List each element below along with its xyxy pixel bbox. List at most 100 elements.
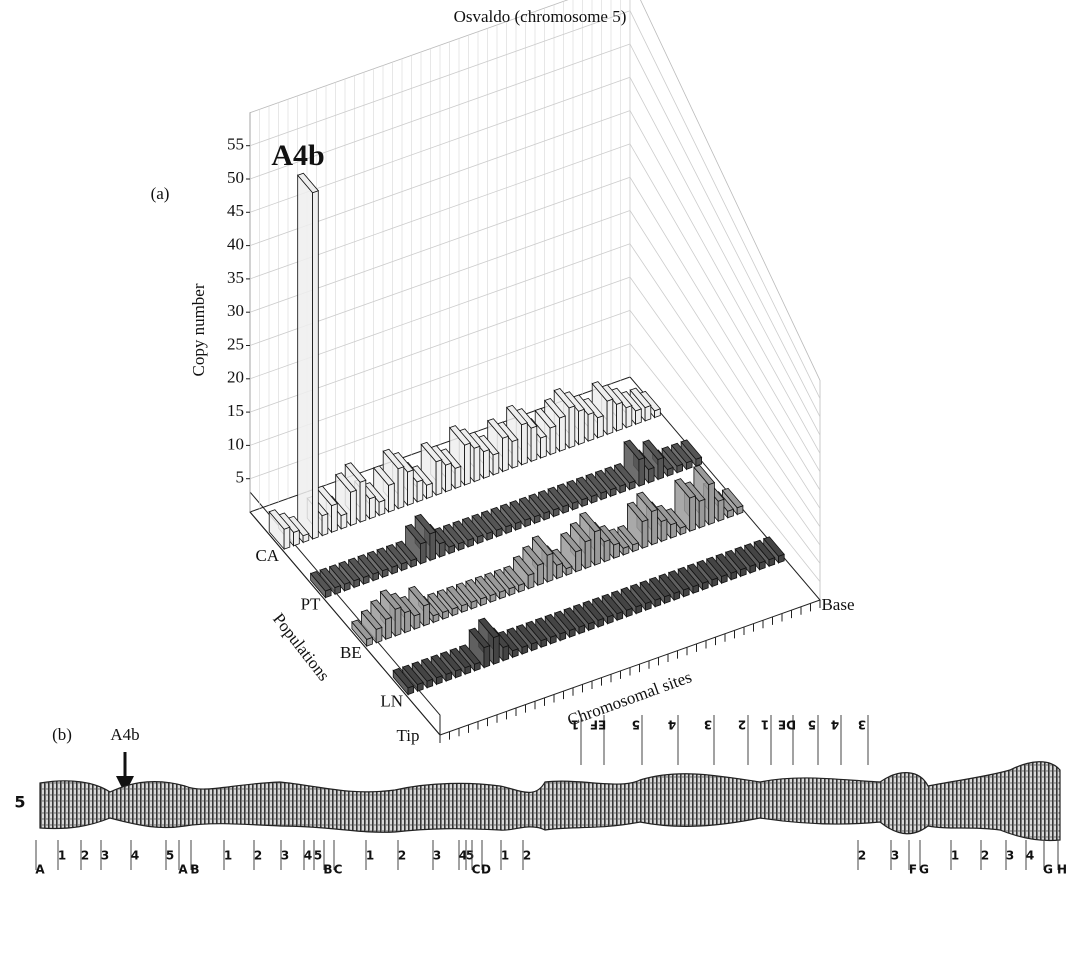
band-label: 1 <box>501 849 509 863</box>
bar-front <box>341 514 347 529</box>
bar-front <box>503 646 509 661</box>
bar-front <box>436 460 442 495</box>
bar-front <box>376 627 382 642</box>
bar-front <box>661 520 667 542</box>
bar-front <box>598 416 604 438</box>
figure: 510152025303540455055 CAPTBELN Osvaldo (… <box>0 0 1075 976</box>
bar-front <box>408 470 414 505</box>
y-tick-label: 55 <box>227 135 244 154</box>
band-label: 1 <box>761 718 769 732</box>
y-tick-label: 45 <box>227 201 244 220</box>
band-label: EF <box>590 718 606 732</box>
y-tick-label: 15 <box>227 401 244 420</box>
band-label: 5 <box>808 718 816 732</box>
legend-label: LN <box>380 692 403 711</box>
band-label: D <box>481 863 491 877</box>
bar-front <box>417 480 423 502</box>
band-label: C <box>334 863 343 877</box>
bar-front <box>579 409 585 444</box>
bar-front <box>439 542 445 557</box>
band-label: 3 <box>704 718 712 732</box>
bar-front <box>484 450 490 479</box>
bar-front <box>557 563 563 578</box>
band-label: 1 <box>58 849 66 863</box>
band-label: 1 <box>224 849 232 863</box>
bar-front <box>538 563 544 585</box>
bar-front <box>560 416 566 451</box>
bar-front <box>645 406 651 421</box>
y-tick-label: 5 <box>236 468 245 487</box>
band-label: 4 <box>304 849 312 863</box>
bar-front <box>652 510 658 545</box>
bar-front <box>351 490 357 525</box>
bar-front <box>386 617 392 639</box>
bar-front <box>360 480 366 522</box>
bar-front <box>617 402 623 431</box>
bar-front <box>424 604 430 626</box>
band-label: DE <box>778 718 796 732</box>
legend-label: PT <box>301 595 321 614</box>
band-label: 2 <box>81 849 89 863</box>
bar-front <box>284 527 290 549</box>
band-label: 2 <box>738 718 746 732</box>
bar-front <box>709 483 715 525</box>
band-label: 5 <box>632 718 640 732</box>
bar-side <box>298 175 313 539</box>
bar-front <box>420 542 426 564</box>
bar-front <box>430 532 436 561</box>
bar-front <box>332 504 338 533</box>
band-label: 3 <box>1006 849 1014 863</box>
bar-front <box>414 614 420 629</box>
y-tick-label: 20 <box>227 368 244 387</box>
band-label: 2 <box>254 849 262 863</box>
y-tick-label: 10 <box>227 434 244 453</box>
x-end-label: Base <box>821 595 854 614</box>
page: {"chart_data": { "type": "bar3d", "title… <box>0 0 1075 976</box>
y-axis-label: Copy number <box>189 283 208 376</box>
band-label: 1 <box>951 849 959 863</box>
band-label: 3 <box>891 849 899 863</box>
bar-front <box>531 426 537 461</box>
bar-front <box>427 483 433 498</box>
band-label: 4 <box>131 849 139 863</box>
bar-front <box>322 514 328 536</box>
bar-front <box>494 636 500 665</box>
x-end-label: Tip <box>396 726 419 745</box>
bar-front <box>389 483 395 512</box>
band-label: 4 <box>831 718 839 732</box>
bar-front <box>588 413 594 442</box>
bar-front <box>484 646 490 668</box>
bar-front <box>607 399 613 434</box>
bar-front <box>614 543 620 558</box>
band-label: B <box>323 863 332 877</box>
y-tick-label: 50 <box>227 168 244 187</box>
bar-front <box>642 520 648 549</box>
y-tick-label: 30 <box>227 301 244 320</box>
bar-front <box>585 540 591 569</box>
band-label: 1 <box>571 718 579 732</box>
bar-front <box>550 426 556 455</box>
band-label: 5 <box>466 849 474 863</box>
y-tick-label: 25 <box>227 334 244 353</box>
bar-front <box>465 443 471 485</box>
chromosome-band-image <box>40 762 1060 841</box>
band-label: 4 <box>1026 849 1034 863</box>
band-label: G <box>919 863 929 877</box>
bar-front <box>455 466 461 488</box>
legend-label: BE <box>340 643 362 662</box>
bar-front <box>547 553 553 582</box>
chromosome-panel: (b) A4b 5 A12345AB12345BC12345CD1223FG12… <box>14 715 1067 877</box>
y-tick-label: 35 <box>227 268 244 287</box>
bar-front <box>718 499 724 521</box>
bar-front <box>671 523 677 538</box>
chromosome-number: 5 <box>14 793 25 812</box>
band-label: 5 <box>166 849 174 863</box>
panel-label: (b) <box>52 725 72 744</box>
bar-front <box>522 423 528 465</box>
band-label: A <box>178 863 188 877</box>
band-label: 2 <box>858 849 866 863</box>
bar <box>298 173 319 539</box>
bar-front <box>528 573 534 588</box>
band-label: A <box>35 863 45 877</box>
bar-front <box>395 607 401 636</box>
